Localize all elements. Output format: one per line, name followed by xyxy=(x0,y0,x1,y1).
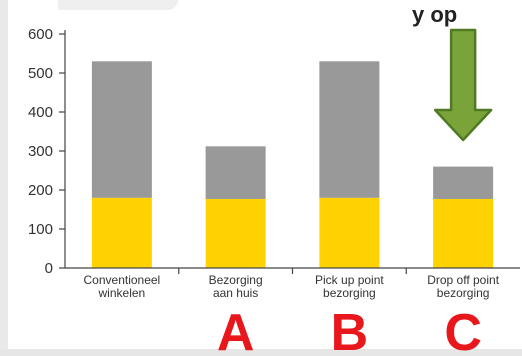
x-category-label-line: Pick up point xyxy=(315,273,384,287)
bar-segment-top-3 xyxy=(319,61,380,198)
bar-segment-base-3 xyxy=(319,197,380,268)
option-letter-a: A xyxy=(217,304,255,356)
x-category-label-line: Bezorging xyxy=(209,273,263,287)
labels-group: 0 100 200 300 400 500 600 Conventioneel winkelen… xyxy=(28,26,500,300)
y-tick-label: 400 xyxy=(28,104,53,121)
axes-group xyxy=(59,30,520,274)
down-arrow-icon xyxy=(433,28,493,142)
annotations-group: A B C xyxy=(217,28,493,356)
y-tick-label: 100 xyxy=(28,221,53,238)
x-category-label-line: Conventioneel xyxy=(84,273,161,287)
y-tick-label: 500 xyxy=(28,65,53,82)
bars-group xyxy=(91,61,494,268)
y-tick-label: 300 xyxy=(28,143,53,160)
option-letter-b: B xyxy=(331,304,369,356)
x-category-label-line: Drop off point xyxy=(427,273,499,287)
x-category-label: Pick up point bezorging xyxy=(315,273,384,300)
y-tick-label: 0 xyxy=(45,260,53,277)
option-letter-c: C xyxy=(444,304,482,356)
x-category-label: Bezorging aan huis xyxy=(209,273,263,300)
y-tick-label: 200 xyxy=(28,182,53,199)
bar-segment-top-4 xyxy=(433,166,494,199)
bar-segment-top-1 xyxy=(91,61,152,198)
x-category-label-line: bezorging xyxy=(323,286,376,300)
x-category-label-line: bezorging xyxy=(437,286,490,300)
bar-segment-top-2 xyxy=(205,146,266,199)
bar-segment-base-2 xyxy=(205,198,266,268)
x-category-label-line: aan huis xyxy=(213,286,258,300)
bottom-background-strip xyxy=(0,349,522,356)
x-category-label: Conventioneel winkelen xyxy=(84,273,161,300)
bar-segment-base-1 xyxy=(91,197,152,268)
bar-segment-base-4 xyxy=(433,198,494,268)
x-category-label: Drop off point bezorging xyxy=(427,273,499,300)
y-tick-label: 600 xyxy=(28,26,53,43)
header-text-fragment: y op xyxy=(412,2,457,27)
x-category-label-line: winkelen xyxy=(98,286,146,300)
left-background-strip xyxy=(0,0,8,356)
top-background-tab xyxy=(58,0,178,10)
